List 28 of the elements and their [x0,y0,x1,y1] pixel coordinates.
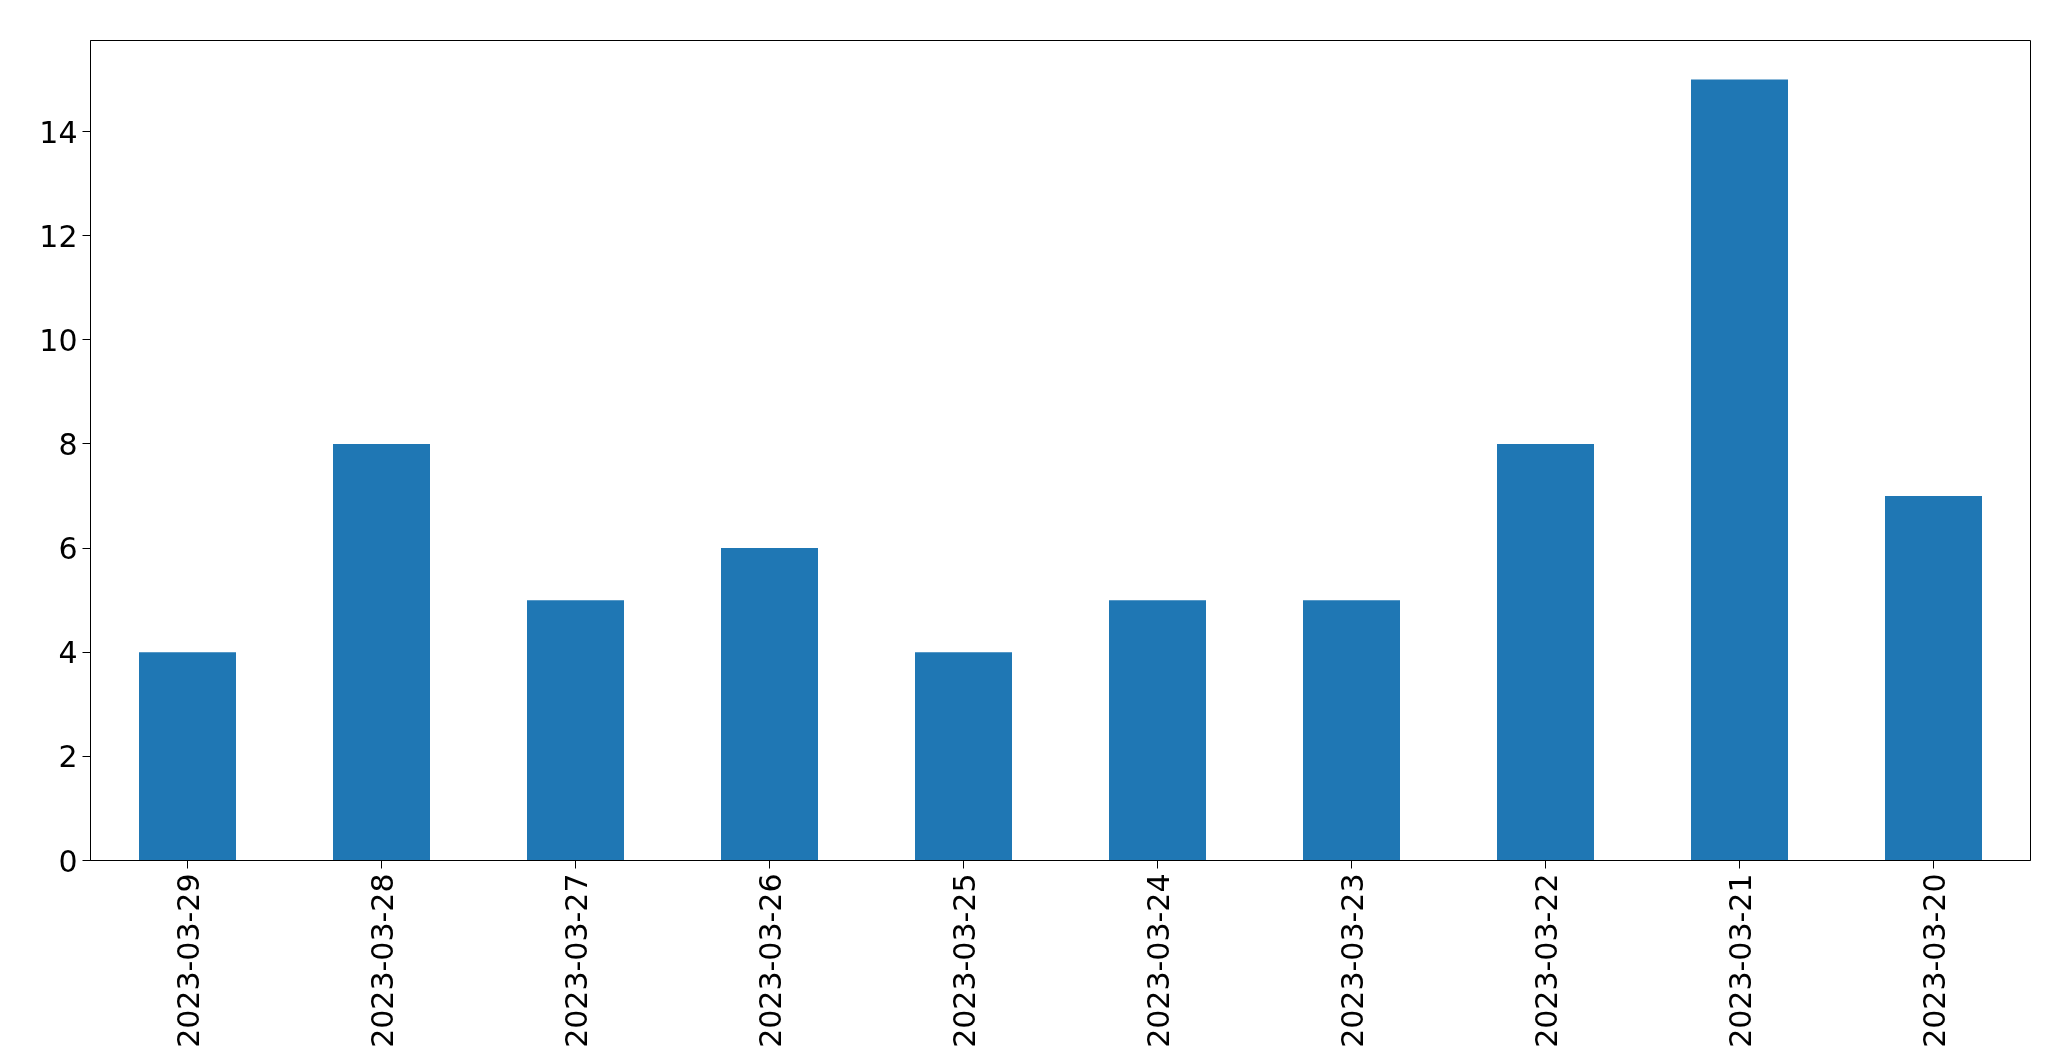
x-tick-label: 2023-03-26 [752,873,788,1048]
y-tick-label: 8 [58,426,78,462]
y-tick-label: 4 [58,635,78,671]
x-tick-label: 2023-03-28 [364,873,400,1048]
y-tick-label: 14 [39,114,78,150]
bar [1109,600,1206,861]
y-tick-label: 10 [39,322,78,358]
y-tick-label: 0 [58,843,78,879]
y-tick-label: 6 [58,531,78,567]
bar [139,652,236,861]
bar [915,652,1012,861]
y-tick-label: 2 [58,739,78,775]
x-tick-label: 2023-03-27 [558,873,594,1048]
x-tick-label: 2023-03-23 [1334,873,1370,1048]
bar [1885,496,1982,861]
bar [527,600,624,861]
x-tick-label: 2023-03-22 [1528,873,1564,1048]
x-tick-label: 2023-03-29 [170,873,206,1048]
y-tick-label: 12 [39,218,78,254]
bar [333,443,430,861]
x-tick-label: 2023-03-24 [1140,873,1176,1048]
bar [721,548,818,861]
x-tick-label: 2023-03-25 [946,873,982,1048]
x-tick-label: 2023-03-20 [1916,873,1952,1048]
bar [1497,443,1594,861]
bar [1691,79,1788,861]
bar [1303,600,1400,861]
x-tick-label: 2023-03-21 [1722,873,1758,1048]
